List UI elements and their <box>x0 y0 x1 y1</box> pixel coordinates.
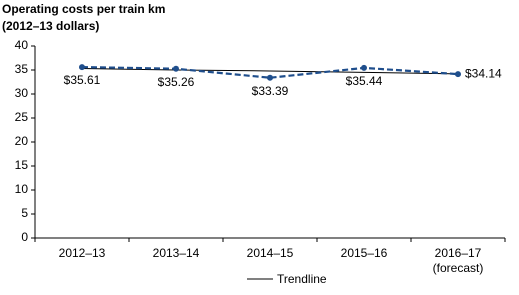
data-label: $35.44 <box>346 74 383 88</box>
x-tick-label: 2012–13 <box>58 246 106 260</box>
data-label: $33.39 <box>252 84 289 98</box>
y-tick-label: 5 <box>21 206 28 220</box>
data-point <box>79 64 85 71</box>
trendline <box>81 68 459 75</box>
chart-title: Operating costs per train km <box>2 2 165 16</box>
y-tick-label: 25 <box>15 110 29 124</box>
y-tick-label: 30 <box>15 86 29 100</box>
y-tick-label: 15 <box>15 158 29 172</box>
x-tick-label: 2015–16 <box>340 246 388 260</box>
data-label: $35.61 <box>64 73 101 87</box>
data-label: $35.26 <box>158 75 195 89</box>
data-point <box>173 65 179 72</box>
y-tick-label: 20 <box>15 134 29 148</box>
y-tick-label: 10 <box>15 182 29 196</box>
data-point <box>267 74 273 81</box>
y-tick-label: 35 <box>15 62 29 76</box>
data-label: $34.14 <box>465 66 502 80</box>
x-tick-label: 2013–14 <box>152 246 200 260</box>
x-tick-label: 2014–15 <box>246 246 294 260</box>
y-tick-label: 0 <box>21 230 28 244</box>
chart-subtitle: (2012–13 dollars) <box>2 19 99 33</box>
y-tick-label: 40 <box>15 38 29 52</box>
data-point <box>361 64 367 71</box>
legend-label: Trendline <box>277 272 327 286</box>
data-point <box>455 71 461 78</box>
x-tick-label: 2016–17 (forecast) <box>432 246 484 275</box>
